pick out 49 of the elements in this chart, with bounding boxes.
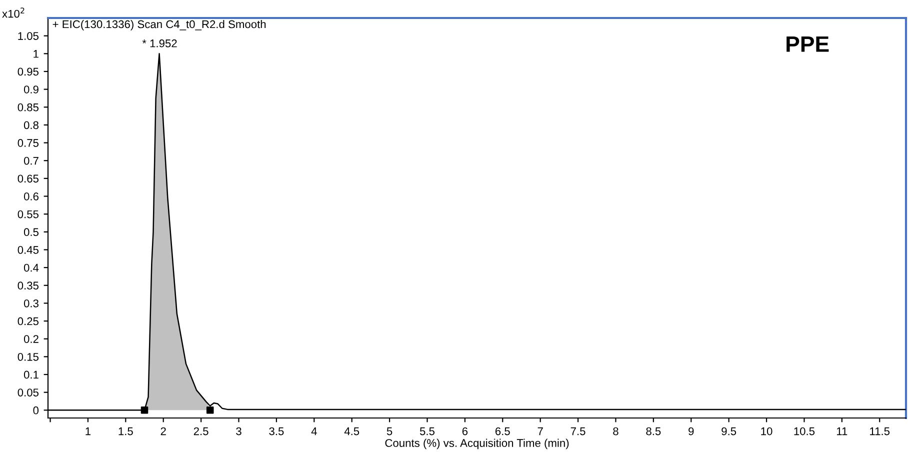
- y-tick-label: 1.05: [18, 32, 39, 40]
- x-tick-label: 11: [836, 427, 848, 436]
- x-tick-label: 5.5: [420, 427, 434, 436]
- x-tick-label: 11.5: [870, 427, 890, 436]
- y-tick-label: 0.7: [24, 156, 38, 165]
- y-tick-label: 0.6: [24, 192, 38, 200]
- y-tick-label: 0.75: [18, 139, 39, 147]
- x-tick-label: 9: [688, 427, 694, 436]
- x-tick-label: 1.5: [118, 427, 133, 436]
- x-tick-label: 8: [613, 427, 618, 436]
- y-axis-title: x10$^{2}$: [2, 8, 24, 18]
- x-tick-label: 8.5: [646, 427, 661, 436]
- x-tick-label: 3: [236, 427, 242, 436]
- x-tick-label: 10: [761, 427, 772, 436]
- y-tick-label: 0.25: [18, 317, 39, 326]
- x-tick-label: 10.5: [794, 427, 815, 436]
- x-tick-label: 2.5: [194, 427, 208, 436]
- y-tick-label: 0.9: [24, 86, 38, 94]
- x-tick-label: 7: [538, 427, 543, 436]
- x-tick-label: 7.5: [570, 427, 586, 436]
- y-tick-label: 0: [33, 406, 39, 414]
- y-tick-label: 0.3: [24, 299, 38, 308]
- y-tick-label: 0.4: [24, 264, 39, 272]
- y-tick-label: 0.55: [18, 210, 39, 218]
- x-tick-label: 1: [86, 427, 91, 436]
- y-tick-label: 0.1: [24, 370, 38, 379]
- y-tick-label: 0.45: [18, 246, 39, 254]
- x-tick-label: 2: [160, 427, 166, 436]
- y-tick-label: 0.05: [18, 388, 39, 396]
- y-tick-label: 0.85: [18, 103, 39, 112]
- x-tick-label: 6.5: [495, 427, 510, 436]
- x-tick-label: 3.5: [269, 427, 284, 436]
- x-tick-label: 5: [386, 427, 392, 436]
- x-axis-title: Counts (%) vs. Acquisition Time (min): [385, 438, 569, 450]
- chart-title: + EIC(130.1336) Scan C4_t0_R2.d Smooth: [52, 20, 266, 30]
- annotation: PPE: [786, 36, 829, 52]
- y-tick-label: 0.35: [18, 282, 39, 290]
- x-tick-label: 6: [462, 427, 468, 436]
- y-tick-label: 0.8: [24, 121, 38, 130]
- annotation: * 1.952: [142, 39, 177, 48]
- y-tick-label: 0.65: [18, 174, 39, 183]
- x-tick-label: 4.5: [344, 427, 360, 436]
- y-tick-label: 0.2: [24, 335, 38, 343]
- y-tick-label: 0.15: [18, 352, 39, 361]
- x-tick-label: 4: [311, 427, 317, 436]
- y-tick-label: 0.5: [24, 228, 39, 236]
- y-tick-label: 0.95: [18, 68, 39, 76]
- y-tick-label: 1: [34, 50, 38, 58]
- x-tick-label: 9.5: [722, 427, 736, 436]
